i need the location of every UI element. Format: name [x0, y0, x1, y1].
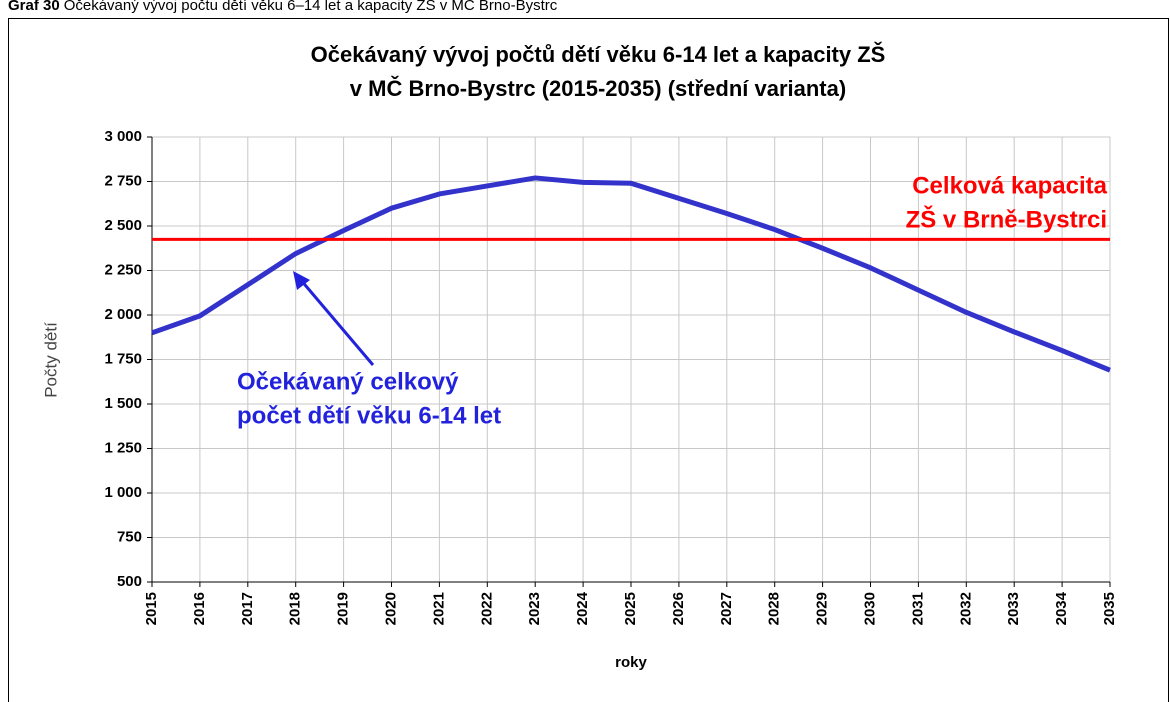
y-tick-label: 2 750 — [104, 172, 142, 189]
y-axis-label: Počty dětí — [41, 322, 60, 398]
y-tick-label: 1 000 — [104, 484, 142, 501]
y-tick-label: 1 250 — [104, 439, 142, 456]
arrow-head — [293, 271, 310, 290]
chart-frame — [8, 18, 1169, 702]
x-tick-label: 2023 — [526, 592, 543, 625]
annotation: Celková kapacita — [912, 172, 1107, 199]
y-tick-label: 2 000 — [104, 306, 142, 323]
grid: 500 750 1 000 1 250 1 500 1 750 2 000 2 250 2 50… — [104, 128, 1118, 625]
x-tick-label: 2021 — [430, 592, 447, 625]
chart-title: Očekávaný vývoj počtů dětí věku 6-14 let… — [311, 42, 886, 67]
x-tick-label: 2018 — [287, 592, 304, 625]
y-tick-label: 1 500 — [104, 395, 142, 412]
x-tick-label: 2029 — [814, 592, 831, 625]
x-tick-label: 2016 — [191, 592, 208, 625]
x-tick-label: 2035 — [1101, 592, 1118, 625]
x-tick-label: 2033 — [1005, 592, 1022, 625]
x-tick-label: 2034 — [1053, 591, 1070, 625]
caption-text: Očekávaný vývoj počtu dětí věku 6–14 let… — [64, 0, 558, 14]
x-tick-label: 2027 — [718, 592, 735, 625]
y-tick-label: 3 000 — [104, 128, 142, 145]
x-tick-label: 2017 — [239, 592, 256, 625]
x-tick-label: 2026 — [670, 592, 687, 625]
annotation: ZŠ v Brně-Bystrci — [906, 205, 1107, 233]
x-tick-label: 2025 — [622, 592, 639, 625]
x-tick-label: 2031 — [909, 592, 926, 625]
x-tick-label: 2024 — [574, 591, 591, 625]
chart-title: v MČ Brno-Bystrc (2015-2035) (střední va… — [350, 76, 846, 101]
caption-label: Graf 30 — [8, 0, 60, 14]
x-tick-label: 2032 — [957, 592, 974, 625]
x-tick-label: 2022 — [478, 592, 495, 625]
y-tick-label: 2 250 — [104, 261, 142, 278]
x-axis-label: roky — [615, 654, 647, 671]
arrow — [298, 278, 375, 366]
data-line — [151, 175, 1111, 373]
y-tick-label: 750 — [117, 528, 142, 545]
x-tick-label: 2030 — [861, 592, 878, 625]
x-tick-label: 2028 — [766, 592, 783, 625]
annotation: počet dětí věku 6-14 let — [237, 402, 501, 429]
annotation: Očekávaný celkový — [237, 368, 459, 395]
x-tick-label: 2019 — [335, 592, 352, 625]
y-tick-label: 1 750 — [104, 350, 142, 367]
plot — [151, 175, 1111, 373]
x-tick-label: 2015 — [143, 592, 160, 625]
y-tick-label: 500 — [117, 573, 142, 590]
caption: Graf 30 Očekávaný vývoj počtu dětí věku 6… — [8, 0, 558, 14]
x-tick-label: 2020 — [382, 592, 399, 625]
y-tick-label: 2 500 — [104, 217, 142, 234]
